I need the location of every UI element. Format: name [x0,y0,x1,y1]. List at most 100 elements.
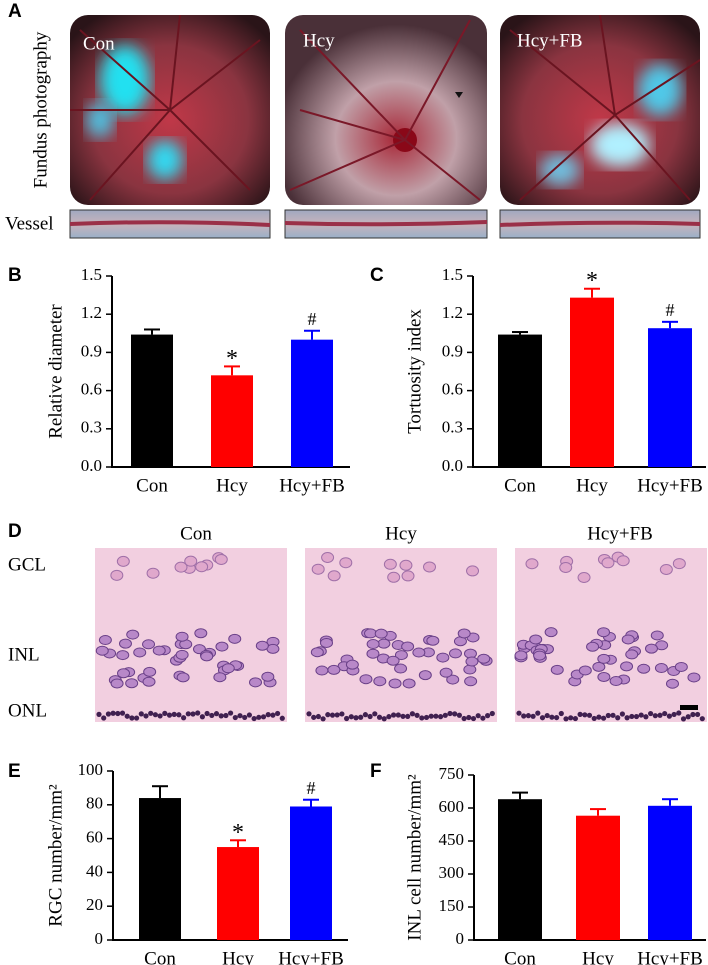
bar [570,297,614,467]
cell [339,557,353,569]
significance-mark: * [232,820,244,846]
cell [577,572,591,584]
nucleus [162,710,168,716]
nucleus [255,640,269,651]
nucleus [260,714,267,720]
nucleus [270,712,276,718]
nucleus [265,712,271,718]
nucleus [680,716,687,722]
nucleus [176,672,190,683]
nucleus [237,713,243,719]
nucleus [586,712,593,718]
nucleus [586,641,600,652]
nucleus [402,678,416,689]
nucleus [615,715,621,721]
nucleus [591,715,597,722]
nucleus [223,712,229,719]
nucleus [359,674,373,685]
nucleus [190,711,196,717]
nucleus [95,645,109,656]
nucleus [395,712,401,718]
layer-label: INL [8,644,40,665]
nucleus [400,713,406,719]
y-axis-label: Relative diameter [45,304,66,439]
nucleus [251,715,257,722]
nucleus [391,712,397,718]
bar [291,339,333,467]
y-tick-label: 750 [439,764,465,783]
nucleus [662,710,668,717]
y-tick-label: 40 [86,861,103,880]
bar [498,334,542,467]
panel-letter: A [8,1,22,22]
scale-bar [680,705,698,710]
nucleus [373,676,387,687]
nucleus [213,672,227,683]
nucleus [644,643,658,654]
nucleus [563,716,569,722]
nucleus [525,713,532,719]
y-tick-label: 0.3 [81,418,102,437]
fundus-image [500,15,700,205]
y-tick-label: 0.0 [81,456,102,475]
nucleus [213,711,220,717]
y-tick-label: 0.0 [442,456,463,475]
nucleus [638,712,644,718]
cell [659,564,673,576]
nucleus [461,715,467,722]
y-tick-label: 0.9 [81,341,102,360]
nucleus [676,710,682,716]
nucleus [98,635,112,646]
nucleus [242,714,248,721]
y-axis-label: INL cell number/mm² [404,774,425,941]
histology-images [95,548,707,722]
nucleus [629,713,635,720]
fundus-image [285,15,487,205]
nucleus [652,713,658,719]
nucleus [447,710,453,717]
nucleus [228,633,242,644]
nucleus [353,715,359,721]
nucleus [246,712,252,718]
nucleus [457,628,471,639]
nucleus [463,664,477,675]
nucleus [249,677,263,688]
nucleus [625,649,639,660]
nucleus [119,710,126,716]
nucleus [533,650,547,661]
nucleus [516,710,522,716]
y-tick-label: 0 [456,929,465,948]
nucleus [171,711,177,717]
y-axis-label: Tortuosity index [404,309,425,434]
nucleus [115,710,121,717]
nucleus [433,713,439,719]
nucleus [418,670,432,681]
layer-label: ONL [8,700,47,721]
nucleus [348,714,354,720]
nucleus [134,715,140,721]
x-tick-label: Con [136,475,168,496]
y-tick-label: 300 [439,863,465,882]
nucleus [129,715,135,721]
nucleus [372,711,378,717]
nucleus [376,714,383,720]
nucleus [204,710,210,717]
nucleus [568,715,574,721]
cell [383,558,397,570]
cell [110,569,124,581]
nucleus [377,638,391,649]
cell [616,555,630,567]
nucleus [687,672,701,683]
significance-mark: # [308,309,317,329]
nucleus [650,630,664,641]
y-tick-label: 600 [439,797,465,816]
nucleus [315,665,329,676]
nucleus [597,653,611,664]
nucleus [110,678,124,689]
panel-letter: D [8,521,22,542]
nucleus [232,714,238,721]
significance-mark: * [586,268,598,294]
nucleus [386,655,400,666]
nucleus [117,668,131,679]
